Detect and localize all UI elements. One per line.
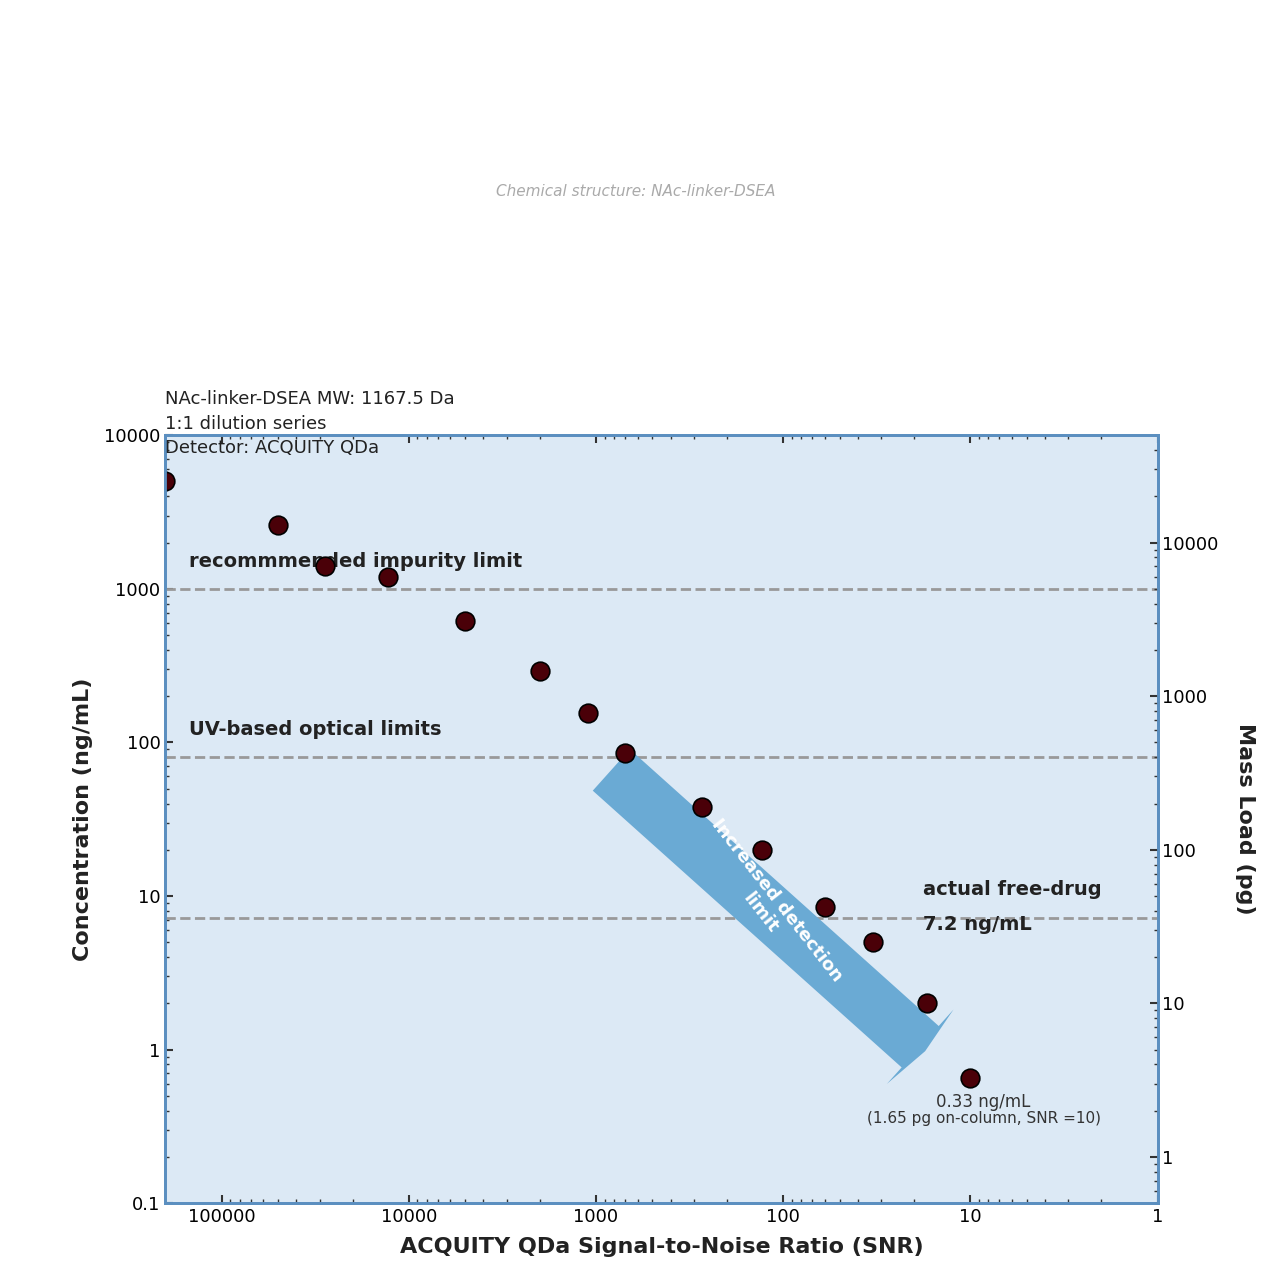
Point (155, 471, 176, 492)
Text: 0.33 ng/mL: 0.33 ng/mL (936, 1093, 1030, 1111)
Point (378, 566, 398, 586)
Text: NAc-linker-DSEA MW: 1167.5 Da: NAc-linker-DSEA MW: 1167.5 Da (165, 390, 455, 408)
Point (614, 742, 635, 763)
Point (692, 796, 712, 817)
Point (752, 840, 772, 860)
Point (529, 662, 550, 682)
Point (814, 896, 834, 916)
Text: Increased detection
limit: Increased detection limit (691, 815, 846, 998)
Point (864, 932, 884, 952)
Text: 7.2 ng/mL: 7.2 ng/mL (922, 915, 1032, 934)
Text: Detector: ACQUITY QDa: Detector: ACQUITY QDa (165, 439, 379, 457)
Text: UV-based optical limits: UV-based optical limits (188, 721, 441, 739)
Text: 1:1 dilution series: 1:1 dilution series (165, 415, 327, 433)
Point (455, 611, 476, 631)
Point (577, 703, 598, 723)
Y-axis label: Mass Load (pg): Mass Load (pg) (1235, 723, 1255, 915)
Y-axis label: Concentration (ng/mL): Concentration (ng/mL) (73, 677, 93, 961)
Point (917, 993, 937, 1014)
Point (960, 1068, 981, 1088)
Text: recommmended impurity limit: recommmended impurity limit (188, 552, 522, 571)
Text: (1.65 pg on-column, SNR =10): (1.65 pg on-column, SNR =10) (866, 1111, 1100, 1125)
Point (315, 556, 336, 576)
Text: Chemical structure: NAc-linker-DSEA: Chemical structure: NAc-linker-DSEA (496, 184, 776, 200)
X-axis label: ACQUITY QDa Signal-to-Noise Ratio (SNR): ACQUITY QDa Signal-to-Noise Ratio (SNR) (399, 1238, 923, 1257)
Point (268, 515, 289, 535)
Text: actual free-drug: actual free-drug (922, 881, 1102, 900)
